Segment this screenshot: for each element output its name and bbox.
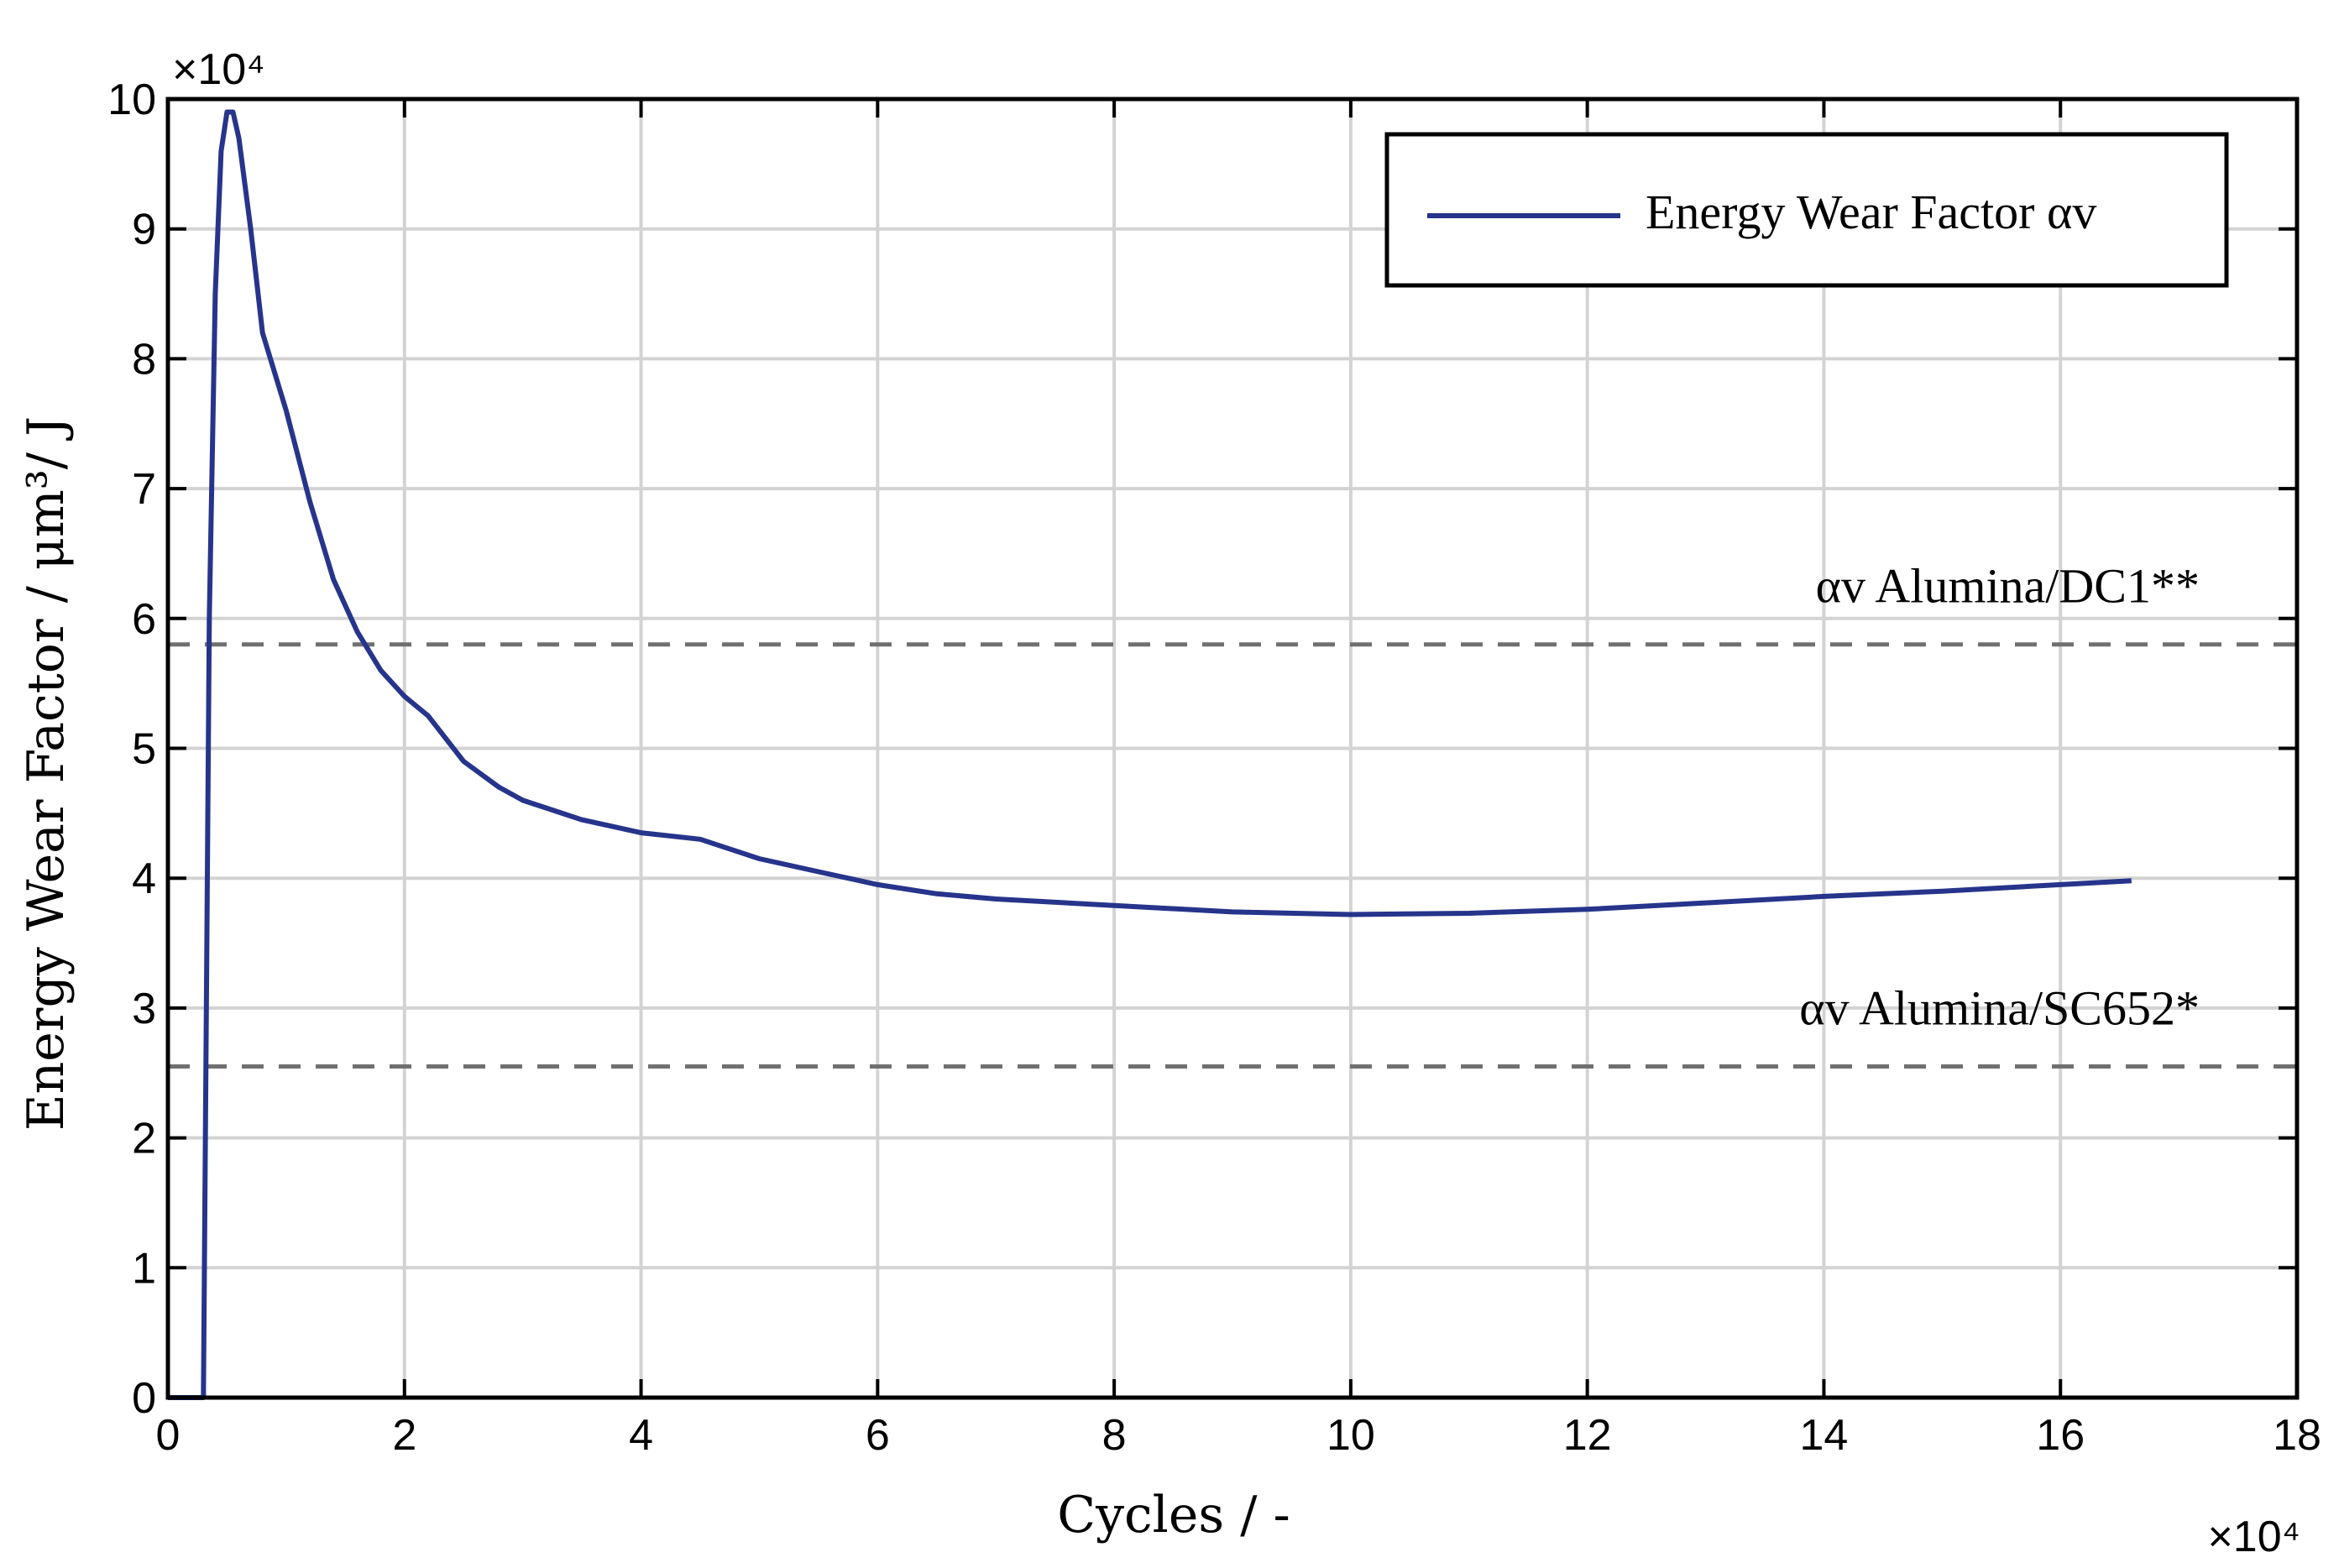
x-tick-label: 0 <box>156 1411 181 1460</box>
series-group <box>168 109 2132 1400</box>
x-tick-label: 14 <box>1800 1411 1849 1460</box>
reference-label-sc652: αv Alumina/SC652* <box>1799 981 2200 1036</box>
legend-box <box>1384 132 2229 288</box>
legend: Energy Wear Factor αv <box>1384 132 2229 288</box>
y-tick-label: 0 <box>132 1374 156 1423</box>
x-tick-label: 2 <box>392 1411 416 1460</box>
reference-label-dc1: αv Alumina/DC1** <box>1816 559 2200 614</box>
y-tick-label: 6 <box>132 595 156 644</box>
x-multiplier-label: ×10⁴ <box>2207 1513 2300 1561</box>
x-axis-title: Cycles / - <box>1057 1486 1290 1544</box>
x-tick-label: 12 <box>1563 1411 1612 1460</box>
x-tick-label: 8 <box>1102 1411 1127 1460</box>
x-tick-label: 6 <box>866 1411 890 1460</box>
y-tick-label: 3 <box>132 985 156 1033</box>
y-tick-label: 5 <box>132 725 156 774</box>
y-tick-label: 1 <box>132 1244 156 1293</box>
x-tick-label: 10 <box>1326 1411 1375 1460</box>
y-tick-label: 8 <box>132 335 156 384</box>
grid <box>168 99 2297 1398</box>
y-tick-label: 4 <box>132 855 156 903</box>
y-tick-label: 2 <box>132 1115 156 1163</box>
series-line <box>168 109 2132 1400</box>
y-multiplier-label: ×10⁴ <box>172 45 265 94</box>
x-tick-label: 4 <box>629 1411 653 1460</box>
y-tick-label: 9 <box>132 206 156 254</box>
y-tick-label: 7 <box>132 465 156 514</box>
ticks <box>166 97 2299 1399</box>
reference-lines <box>168 642 2297 1069</box>
y-axis-title: Energy Wear Factor / μm³/ J <box>17 416 76 1131</box>
legend-label: Energy Wear Factor αv <box>1646 185 2096 239</box>
x-tick-label: 16 <box>2036 1411 2085 1460</box>
y-tick-label: 10 <box>107 76 156 124</box>
x-tick-label: 18 <box>2273 1411 2321 1460</box>
